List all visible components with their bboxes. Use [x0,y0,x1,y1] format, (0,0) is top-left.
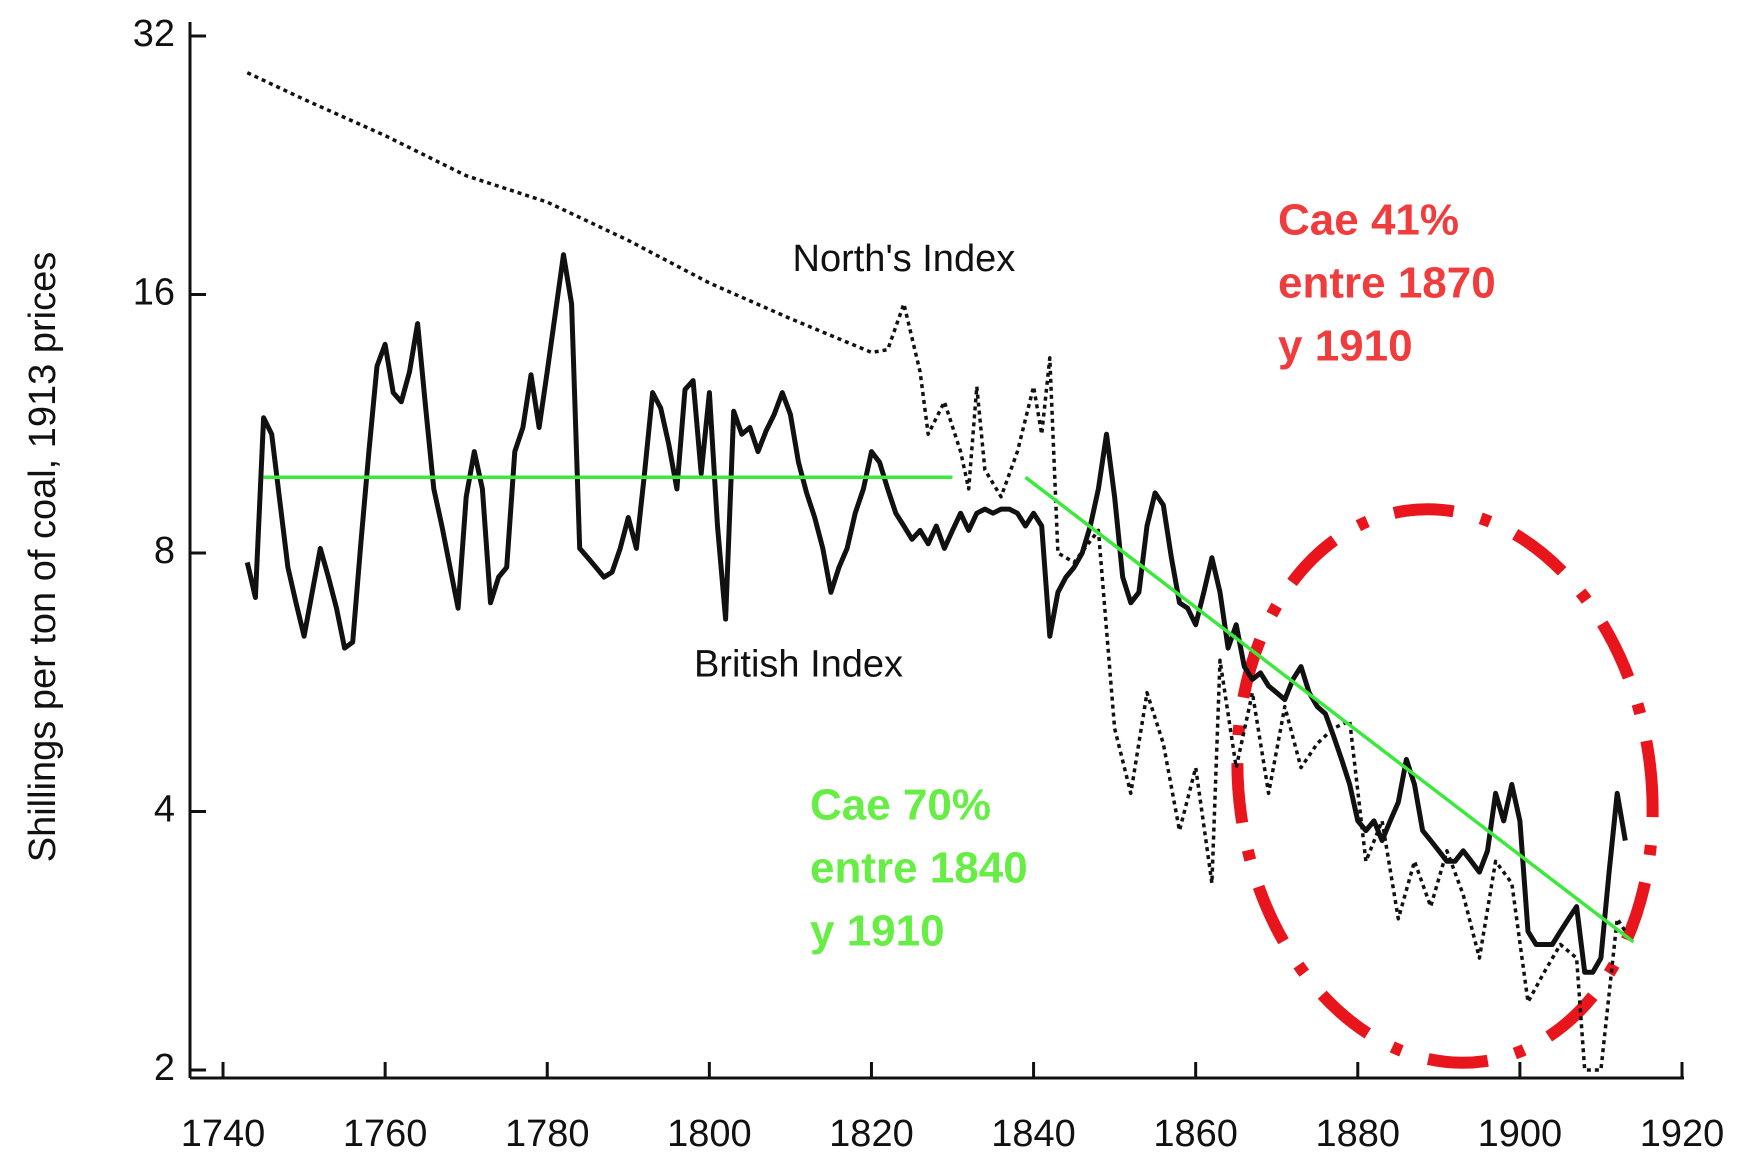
callout-text: Cae 70% [810,781,991,830]
x-tick-label: 1860 [1153,1113,1238,1155]
x-tick-label: 1740 [181,1113,266,1155]
annotation: North's Index [793,238,1016,280]
y-tick-label: 4 [154,789,175,831]
x-tick-label: 1820 [829,1113,914,1155]
callout-text: y 1910 [810,907,945,956]
y-tick-label: 2 [154,1047,175,1089]
x-tick-label: 1880 [1316,1113,1401,1155]
x-tick-label: 1780 [505,1113,590,1155]
highlight-ellipse [1231,503,1659,1069]
x-tick-label: 1920 [1640,1113,1725,1155]
callout-text: entre 1840 [810,844,1028,893]
callout-text: Cae 41% [1278,196,1459,245]
line [244,252,1628,975]
y-tick-label: 8 [154,530,175,572]
dotted-line [246,71,1627,1072]
annotation: British Index [694,644,903,686]
x-tick-label: 1840 [991,1113,1076,1155]
y-tick-label: 16 [133,272,175,314]
y-tick-label: 32 [133,13,175,55]
x-tick-label: 1760 [343,1113,428,1155]
callout-text: y 1910 [1278,322,1413,371]
x-tick-label: 1900 [1478,1113,1563,1155]
callout-text: entre 1870 [1278,259,1496,308]
x-tick-label: 1800 [667,1113,752,1155]
trend-line [1024,475,1635,944]
y-axis-label: Shillings per ton of coal, 1913 prices [22,252,64,862]
